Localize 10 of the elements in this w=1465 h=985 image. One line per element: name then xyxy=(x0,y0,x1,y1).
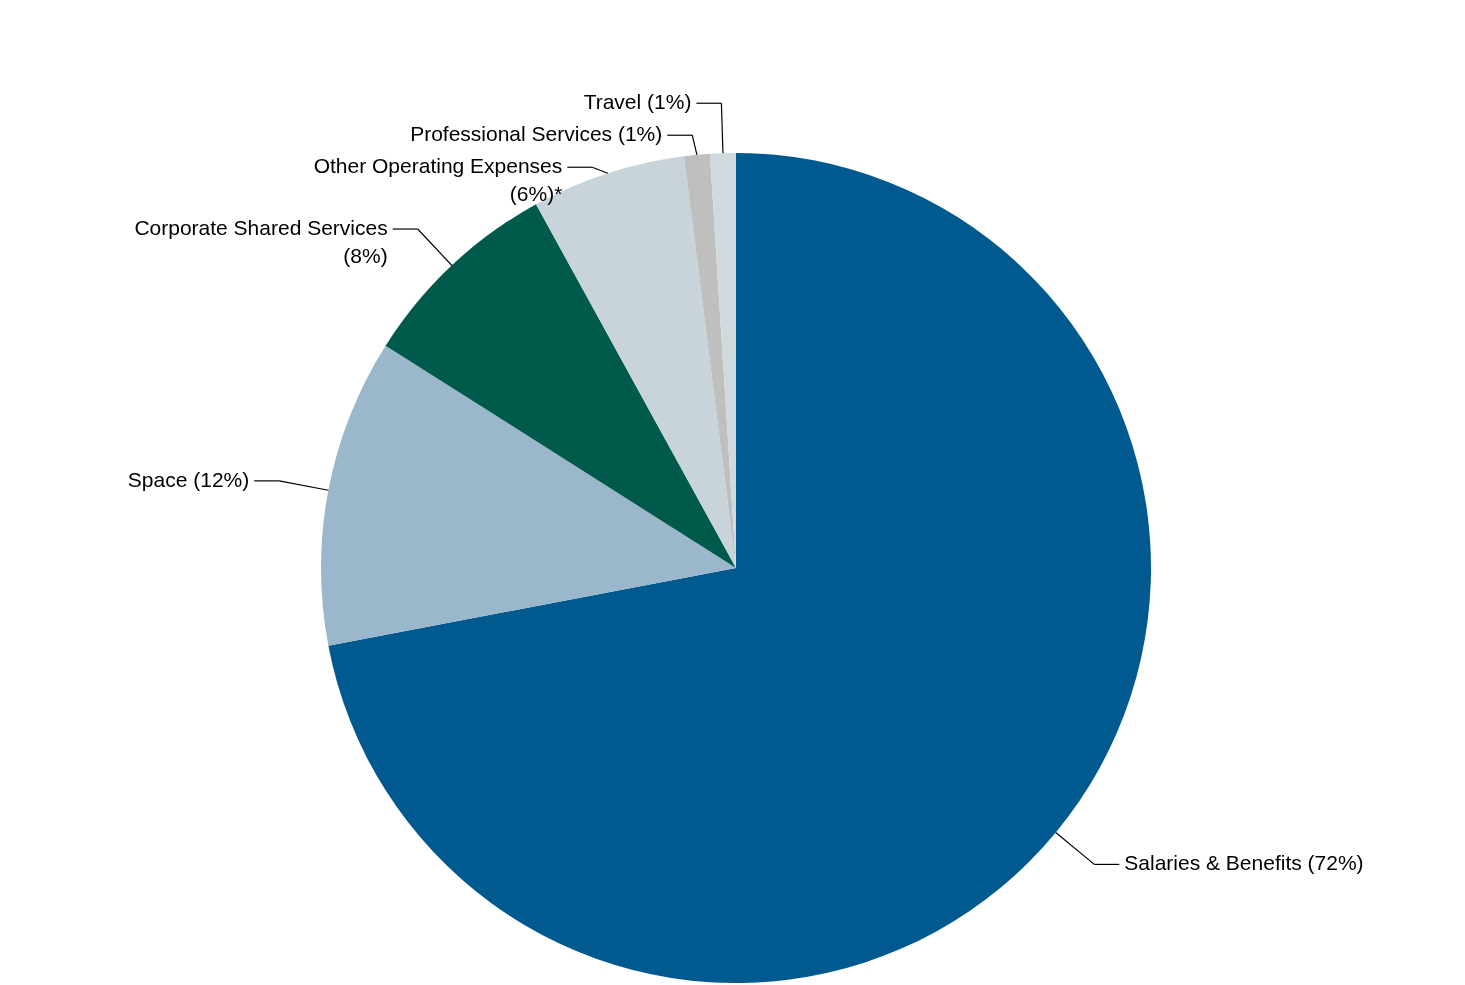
slice-label: Travel (1%) xyxy=(583,90,692,114)
data-label: (6%)* xyxy=(509,182,563,206)
slice-label: Other Operating Expenses xyxy=(313,154,563,178)
slice-label: Salaries & Benefits (72%) xyxy=(1124,851,1364,875)
data-label: (8%) xyxy=(343,244,388,268)
slice-label: Professional Services (1%) xyxy=(410,122,663,146)
pie-slice xyxy=(385,204,736,568)
pie-slice xyxy=(321,345,736,646)
slice-label: Space (12%) xyxy=(127,467,250,491)
slice-label: Corporate Shared Services xyxy=(134,216,388,240)
